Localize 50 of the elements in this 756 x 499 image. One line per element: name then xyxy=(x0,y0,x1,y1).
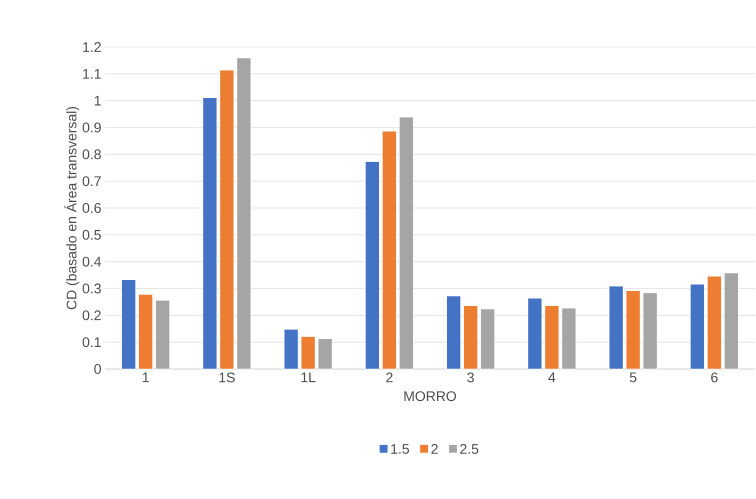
bar xyxy=(284,328,298,370)
bar xyxy=(544,305,560,370)
x-axis-title: MORRO xyxy=(404,391,456,402)
bar xyxy=(399,116,414,370)
x-tick-label: 1L xyxy=(301,372,316,382)
y-tick-label: 0.6 xyxy=(82,203,101,213)
bar xyxy=(642,292,658,370)
bar xyxy=(236,58,252,370)
bar xyxy=(626,290,640,370)
bar xyxy=(528,298,542,370)
bar xyxy=(155,300,170,370)
legend-label: 2 xyxy=(431,444,438,454)
y-tick-label: 1 xyxy=(94,96,101,106)
x-tick-label: 4 xyxy=(548,372,556,382)
bar xyxy=(121,279,136,370)
bar xyxy=(202,97,218,370)
y-tick-label: 0.8 xyxy=(82,149,101,160)
bar xyxy=(707,276,722,370)
bar xyxy=(562,308,576,370)
bar xyxy=(365,161,380,370)
y-axis-title: CD (basado en Área transversal) xyxy=(64,106,80,310)
bar xyxy=(463,305,478,370)
y-tick-label: 0.2 xyxy=(82,310,101,320)
bar xyxy=(138,294,153,370)
bar xyxy=(318,338,332,370)
bar xyxy=(724,272,739,370)
x-tick-label: 1 xyxy=(142,372,149,382)
y-tick-label: 0.4 xyxy=(82,256,102,267)
bar xyxy=(690,284,705,370)
bar xyxy=(220,70,234,370)
bar xyxy=(608,286,624,370)
bar xyxy=(480,308,495,370)
y-tick-label: 0.9 xyxy=(82,122,101,132)
legend-label: 1.5 xyxy=(391,444,409,454)
bar xyxy=(446,296,461,370)
y-tick-label: 1.1 xyxy=(83,69,101,79)
bar xyxy=(300,336,316,370)
y-tick-label: 0.7 xyxy=(82,176,101,186)
x-tick-label: 1S xyxy=(219,372,235,382)
y-tick-label: 0.5 xyxy=(82,230,101,240)
y-tick-label: 1.2 xyxy=(83,42,101,52)
x-tick-label: 6 xyxy=(711,372,718,382)
x-tick-label: 3 xyxy=(467,372,474,382)
bar xyxy=(382,130,397,370)
y-tick-label: 0.1 xyxy=(82,337,101,348)
legend-label: 2.5 xyxy=(460,444,478,454)
x-tick-label: 2 xyxy=(386,372,393,382)
y-tick-label: 0 xyxy=(94,364,101,374)
x-tick-label: 5 xyxy=(630,372,636,382)
y-tick-label: 0.3 xyxy=(82,284,101,294)
